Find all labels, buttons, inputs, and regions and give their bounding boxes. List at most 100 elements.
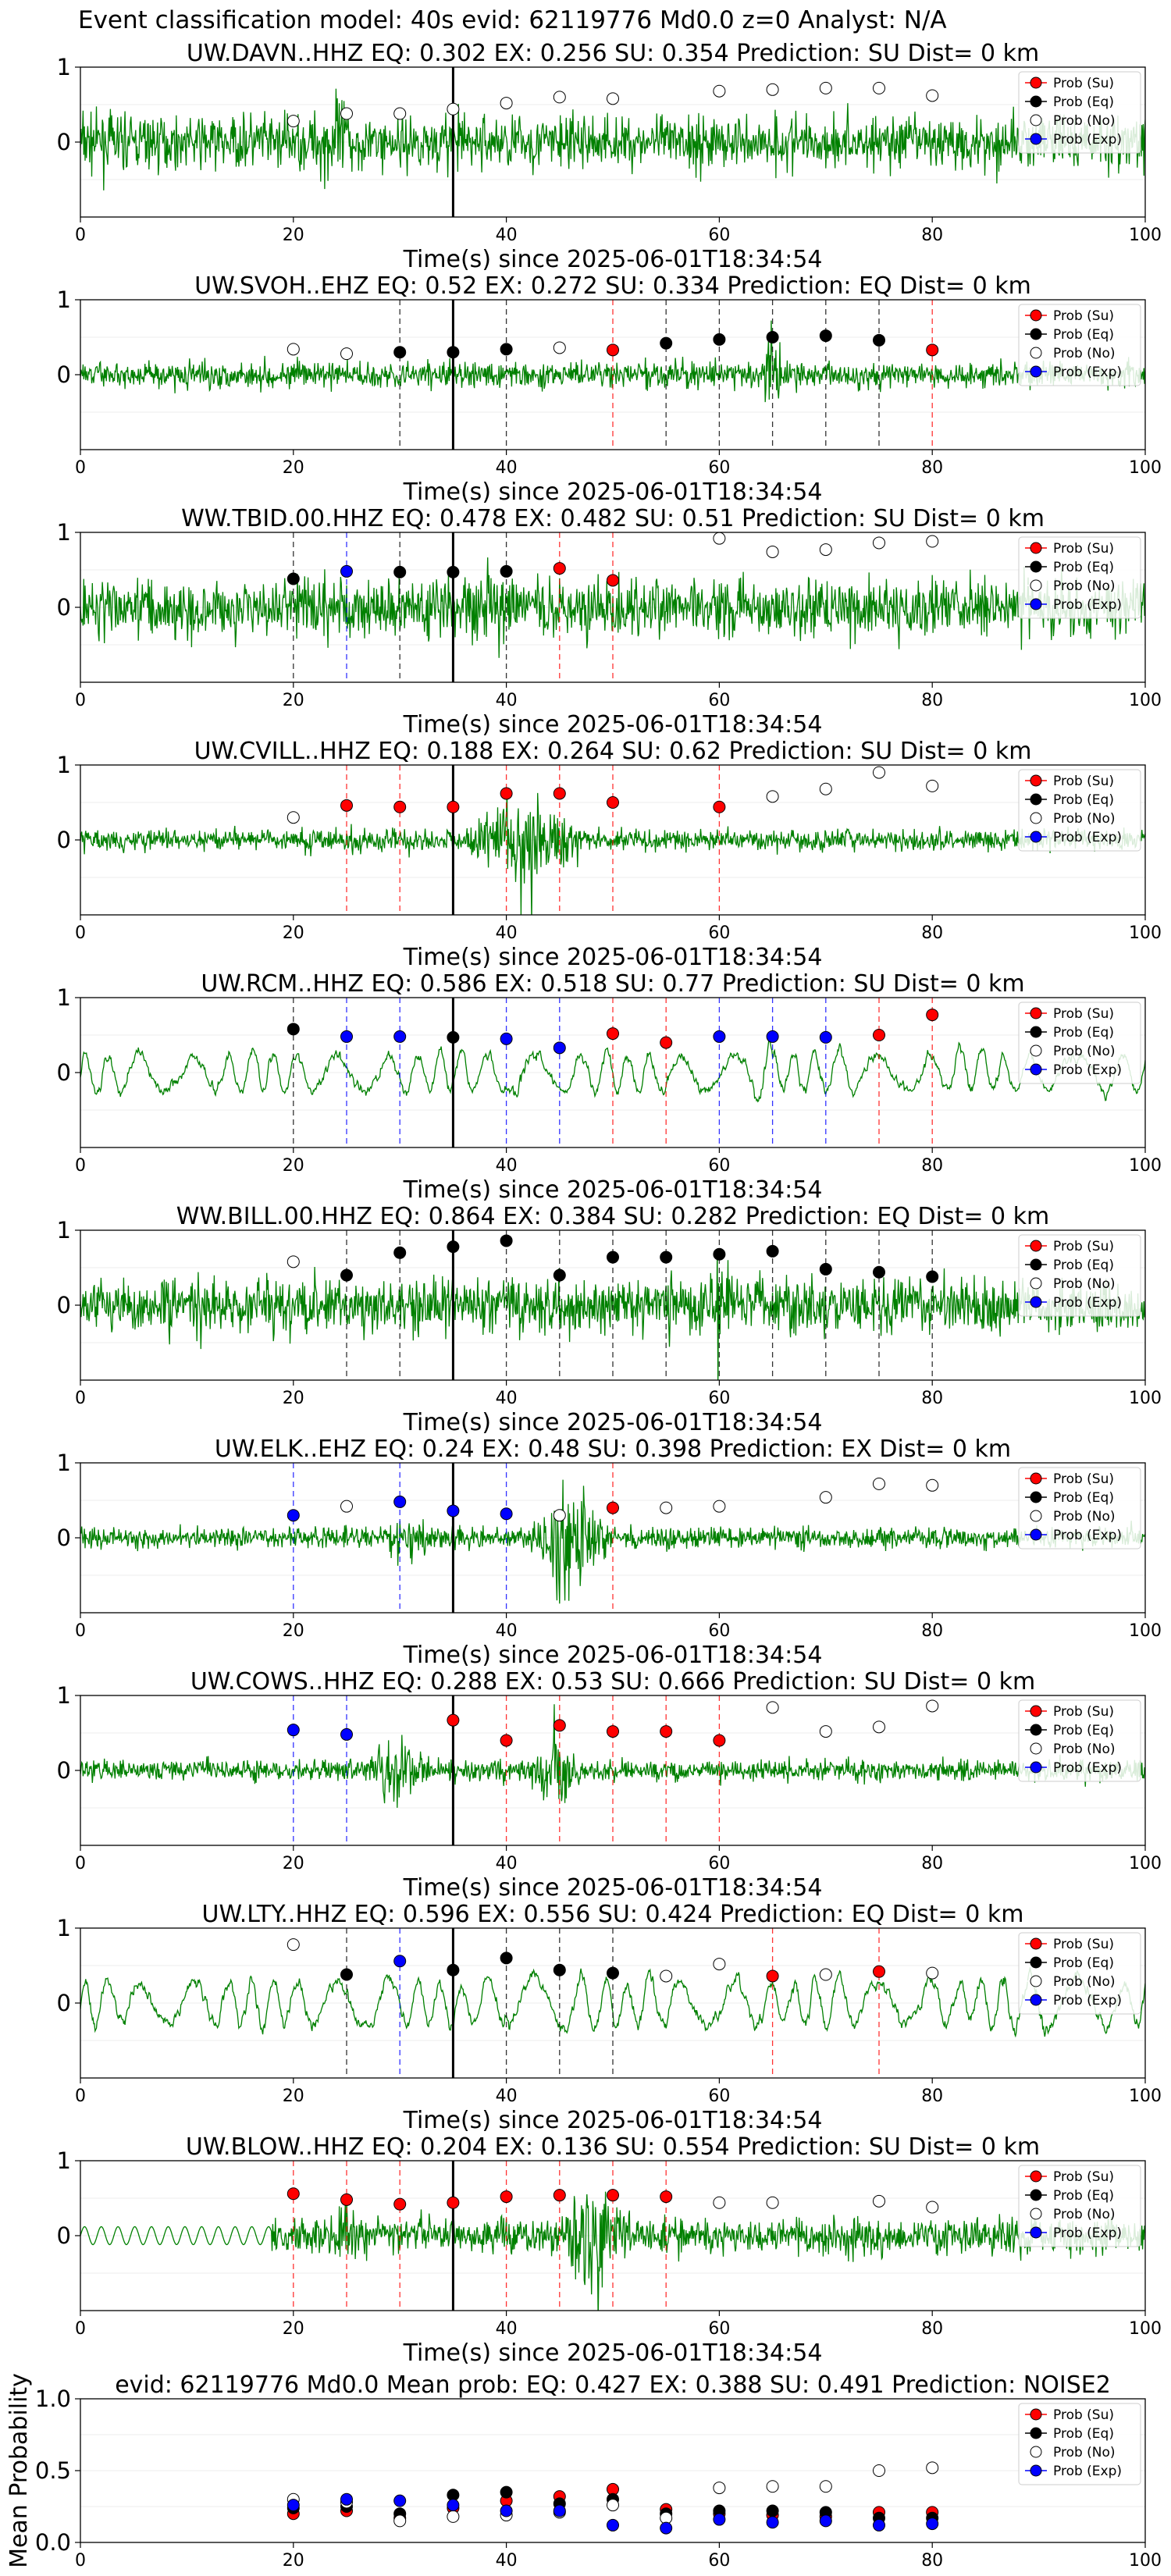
station-panel-7: UW.COWS..HHZ EQ: 0.288 EX: 0.53 SU: 0.66…	[57, 1668, 1162, 1902]
plot-frame	[80, 66, 1146, 218]
y-tick-label: 1	[57, 752, 71, 778]
x-tick-label: 0	[75, 1621, 86, 1641]
panel-title: UW.LTY..HHZ EQ: 0.596 EX: 0.556 SU: 0.42…	[202, 1901, 1024, 1928]
station-5-legend-marker	[1030, 1258, 1042, 1271]
legend-label: Prob (Exp)	[1053, 1993, 1122, 2008]
station-panel-1: UW.SVOH..EHZ EQ: 0.52 EX: 0.272 SU: 0.33…	[57, 272, 1162, 506]
x-tick-label: 100	[1129, 1156, 1162, 1176]
prob-marker-su	[607, 2189, 619, 2202]
x-tick-label: 20	[283, 1156, 304, 1176]
prob-marker-no	[713, 532, 726, 545]
prob-marker-no	[926, 535, 939, 548]
legend-label: Prob (No)	[1053, 2445, 1116, 2460]
x-tick-label: 80	[921, 226, 943, 245]
x-tick-label: 40	[496, 1389, 518, 1408]
prob-marker-no	[340, 107, 353, 120]
station-8-legend-marker	[1030, 1975, 1042, 1987]
prob-marker-eq	[766, 1244, 779, 1258]
prob-marker-su	[607, 1027, 619, 1041]
prob-marker-su	[873, 1029, 885, 1041]
prob-marker-no	[766, 790, 779, 803]
station-5-legend-box	[1018, 1234, 1141, 1317]
x-tick-label: 80	[921, 2551, 943, 2571]
x-tick-label: 100	[1129, 458, 1162, 478]
x-tick-label: 40	[496, 1621, 518, 1641]
x-tick-label: 100	[1129, 2319, 1162, 2339]
prob-marker-no	[873, 81, 885, 94]
plot-frame	[80, 997, 1146, 1148]
y-tick-label: 0.0	[35, 2529, 71, 2556]
station-1-legend-box	[1018, 304, 1141, 386]
legend-label: Prob (Su)	[1053, 76, 1114, 91]
prob-marker-no	[287, 1255, 300, 1268]
mean-marker-no	[607, 2499, 619, 2512]
station-4-legend-box	[1018, 1002, 1141, 1084]
x-axis-label: Time(s) since 2025-06-01T18:34:54	[403, 2107, 823, 2134]
prob-marker-su	[500, 1734, 513, 1747]
x-tick-label: 0	[75, 1389, 86, 1408]
prob-marker-eq	[819, 1262, 832, 1276]
panel-title: WW.TBID.00.HHZ EQ: 0.478 EX: 0.482 SU: 0…	[181, 505, 1045, 532]
x-tick-label: 60	[708, 1854, 730, 1873]
prob-marker-su	[607, 1725, 619, 1738]
legend-label: Prob (Eq)	[1053, 1025, 1114, 1041]
mean-marker-exp	[447, 2499, 460, 2512]
station-5-legend-marker	[1030, 1296, 1042, 1308]
x-tick-label: 40	[496, 2087, 518, 2106]
prob-marker-no	[873, 1720, 885, 1734]
station-0-legend-marker	[1030, 95, 1042, 108]
waveform-trace	[80, 557, 1145, 658]
prob-marker-eq	[287, 572, 300, 585]
station-3-legend-marker	[1030, 793, 1042, 806]
y-tick-label: 1	[57, 286, 71, 313]
legend-label: Prob (Eq)	[1053, 1490, 1114, 1506]
x-tick-label: 60	[708, 226, 730, 245]
mean-marker-exp	[287, 2499, 300, 2512]
station-7-legend-marker	[1030, 1705, 1042, 1717]
station-6-legend-marker	[1030, 1491, 1042, 1503]
station-8-legend-box	[1018, 1932, 1141, 2015]
station-panel-4: UW.RCM..HHZ EQ: 0.586 EX: 0.518 SU: 0.77…	[57, 970, 1162, 1204]
prob-marker-no	[340, 347, 353, 361]
mean-marker-exp	[340, 2492, 353, 2506]
prob-marker-su	[660, 1036, 673, 1049]
station-1-legend-marker	[1030, 328, 1042, 340]
prob-marker-eq	[713, 333, 726, 346]
mean-marker-exp	[553, 2504, 566, 2517]
x-tick-label: 60	[708, 2551, 730, 2571]
station-9-legend-marker	[1030, 2226, 1042, 2239]
x-tick-label: 80	[921, 1621, 943, 1641]
x-tick-label: 80	[921, 691, 943, 710]
x-tick-label: 60	[708, 923, 730, 943]
prob-marker-eq	[500, 343, 513, 356]
plot-frame	[80, 2160, 1146, 2311]
prob-marker-su	[287, 2187, 300, 2201]
station-panel-8: UW.LTY..HHZ EQ: 0.596 EX: 0.556 SU: 0.42…	[57, 1901, 1162, 2134]
prob-marker-exp	[393, 1955, 407, 1968]
x-tick-label: 40	[496, 923, 518, 943]
y-tick-label: 0	[57, 1059, 71, 1086]
mean-marker-exp	[766, 2516, 779, 2529]
legend-label: Prob (Eq)	[1053, 1258, 1114, 1273]
station-6-legend-marker	[1030, 1510, 1042, 1522]
x-tick-label: 80	[921, 923, 943, 943]
prob-marker-no	[766, 2196, 779, 2209]
prob-marker-exp	[287, 1509, 300, 1522]
y-tick-label: 1	[57, 1682, 71, 1709]
prob-marker-no	[713, 84, 726, 98]
prob-marker-no	[660, 1501, 673, 1514]
legend-label: Prob (Exp)	[1053, 365, 1122, 380]
x-tick-label: 20	[283, 2319, 304, 2339]
y-tick-label: 0	[57, 1525, 71, 1551]
station-6-legend-marker	[1030, 1472, 1042, 1485]
x-tick-label: 40	[496, 226, 518, 245]
figure-title: Event classification model: 40s evid: 62…	[78, 6, 947, 34]
prob-marker-su	[340, 2193, 353, 2206]
mean-marker-exp	[873, 2518, 885, 2532]
prob-marker-su	[553, 2189, 566, 2202]
prob-marker-eq	[873, 1265, 885, 1279]
station-2-legend-marker	[1030, 579, 1042, 592]
x-tick-label: 40	[496, 2551, 518, 2571]
station-8-legend-marker	[1030, 1937, 1042, 1950]
station-4-legend-marker	[1030, 1044, 1042, 1057]
